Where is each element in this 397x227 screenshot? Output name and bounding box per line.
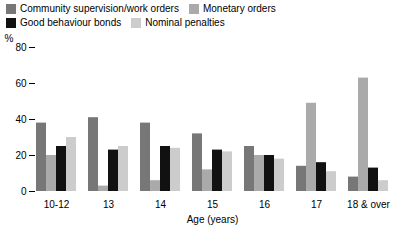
svg-text:16: 16 [259,199,271,210]
html-text:Good behaviour bonds: Good behaviour bonds [20,17,122,28]
svg-text:10-12: 10-12 [44,199,70,210]
svg-text:15: 15 [207,199,219,210]
svg-text:14: 14 [155,199,167,210]
svg-text:80: 80 [15,42,27,53]
svg-text:0: 0 [21,186,27,197]
svg-text:18 & over: 18 & over [347,199,390,210]
html-text:Community supervision/work ord: Community supervision/work orders [20,3,179,14]
svg-text:%: % [5,33,14,44]
svg-text:40: 40 [15,114,27,125]
html-text:Monetary orders: Monetary orders [203,3,276,14]
svg-text:60: 60 [15,78,27,89]
svg-text:20: 20 [15,150,27,161]
html-text:Nominal penalties: Nominal penalties [145,17,225,28]
svg-text:Age (years): Age (years) [187,214,239,225]
svg-text:17: 17 [311,199,323,210]
svg-text:13: 13 [103,199,115,210]
